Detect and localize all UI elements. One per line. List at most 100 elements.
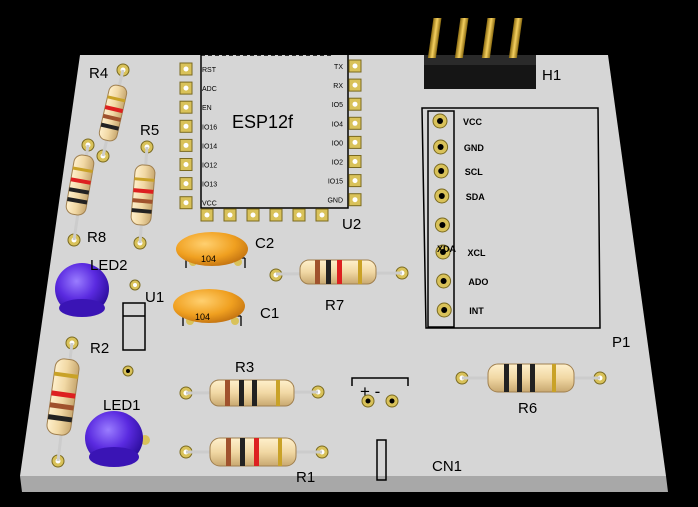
esp-right-pad-hole [352,197,358,203]
esp-pin-label: IO2 [332,160,343,167]
esp-pin-label: IO0 [332,140,343,147]
c1-code: 104 [195,312,210,322]
esp-left-pad-hole [183,142,189,148]
esp-pin-label: IO15 [328,179,343,186]
esp-right-pad-hole [352,159,358,164]
r5-ref: R5 [140,122,159,139]
esp-left-pad-hole [183,200,189,206]
capacitor-c1: 104 C1 [173,289,279,326]
p1-pin-label: GND [464,143,485,153]
r8-ref: R8 [87,229,106,246]
connector-p1: VCC GND SCL SDA XCL ADO INT XDA P1 [421,107,630,351]
esp-pin-label: IO13 [202,182,217,189]
r2-ref: R2 [90,340,109,357]
p1-pad-hole [438,168,445,174]
esp-right-pad-hole [352,139,358,145]
esp-left-pad-hole [183,85,189,91]
r7-ref: R7 [325,297,344,314]
resistor-r5: R5 [130,122,159,250]
esp-pin-label: VCC [202,201,217,208]
esp-left-pads [179,62,193,210]
r3-ref: R3 [235,359,254,376]
led2-ref: LED2 [90,257,128,274]
header-pin [508,18,523,58]
connector-ref: P1 [612,334,630,351]
esp-pin-label: RX [333,83,343,90]
header-pin [427,18,442,58]
p1-pin-label: SDA [466,192,486,202]
esp-right-pin-labels: TX RX IO5 IO4 IO0 IO2 IO15 GND [327,64,343,205]
p1-pin-label: INT [469,306,484,316]
p1-pad-hole [440,249,446,255]
esp-right-pad-hole [352,63,358,69]
esp-left-pad-hole [183,123,189,129]
r6-ref: R6 [518,400,537,417]
module-ref: U2 [342,216,361,233]
board-edge [20,476,668,492]
esp-pin-label: GND [327,198,343,205]
p1-pad-hole [441,307,448,313]
esp-left-pad-hole [183,66,189,72]
esp-left-pad-hole [183,162,189,167]
esp12f-module: RST ADC EN IO16 IO14 IO12 IO13 VCC TX RX IO5 IO4 IO… [179,54,362,233]
header-pin [481,18,496,58]
resistor-r3: R3 [179,359,325,407]
cn1-ref: CN1 [432,458,462,475]
diode-u1: U1 [122,279,164,377]
esp-pin-label: EN [202,105,212,112]
resistor-r2: R2 [46,336,109,468]
header-pin [454,18,469,58]
esp-right-pads [348,59,362,207]
p1-pad-hole [438,193,445,199]
resistor-r7: R7 [269,259,409,314]
resistor-r1: R1 [179,437,329,486]
esp-pin-label: TX [334,64,343,71]
esp-right-pad-hole [352,101,358,107]
esp-right-pad-hole [352,178,358,184]
esp-bottom-pads [200,208,329,222]
esp-pin-label: IO5 [332,102,343,109]
module-name: ESP12f [232,112,294,132]
esp-left-pad-hole [183,104,189,110]
c1-ref: C1 [260,305,279,322]
esp-pin-label: IO14 [202,143,217,150]
esp-pin-label: RST [202,67,217,74]
esp-right-pad-hole [352,120,358,126]
led-led1: LED1 [85,397,150,467]
u1-ref: U1 [145,289,164,306]
header-ref: H1 [542,67,561,84]
p1-pin-label: SCL [465,167,484,177]
p1-pad-hole [437,144,444,150]
esp-right-pad-hole [352,82,358,88]
r1-ref: R1 [296,469,315,486]
p1-pad-hole [437,118,443,124]
esp-bottom-pad-hole [319,212,325,218]
esp-bottom-pad-hole [273,212,279,218]
led1-ref: LED1 [103,397,141,414]
esp-left-pin-labels: RST ADC EN IO16 IO14 IO12 IO13 VCC [202,67,217,208]
esp-bottom-pad-hole [250,212,256,218]
esp-pin-label: ADC [202,86,217,93]
capacitor-c2: 104 C2 [176,232,274,268]
resistor-r6: R6 [455,363,607,417]
esp-bottom-pad-hole [296,212,302,218]
esp-pin-label: IO16 [202,124,217,131]
p1-overlap-label: XDA [437,244,457,254]
p1-pin-label: ADO [468,277,488,287]
esp-pin-label: IO12 [202,163,217,170]
p1-pin-label: VCC [463,117,483,127]
header-h1: H1 [424,18,561,89]
resistor-r8: R8 [65,138,106,247]
esp-bottom-pad-hole [227,212,233,218]
esp-pin-label: IO4 [332,121,343,128]
r4-ref: R4 [89,65,108,82]
esp-bottom-pad-hole [204,212,210,218]
p1-pad-hole [440,278,447,284]
resistor-r4: R4 [89,63,130,163]
esp-left-pad-hole [183,181,189,187]
p1-pad-hole [439,222,446,228]
c2-ref: C2 [255,235,274,252]
power-connector-cn1: + - CN1 [351,377,462,481]
led-led2: LED2 [55,257,128,317]
